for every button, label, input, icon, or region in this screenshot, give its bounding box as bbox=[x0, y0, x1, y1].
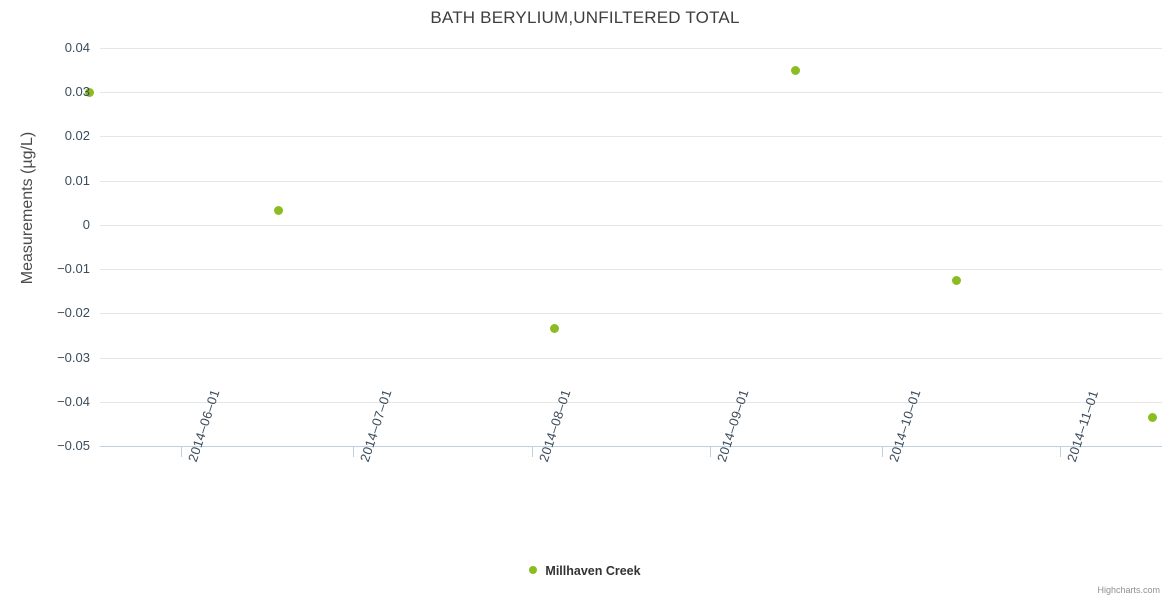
gridline bbox=[100, 357, 1162, 359]
gridline bbox=[100, 313, 1162, 315]
y-axis-tick-label: −0.04 bbox=[57, 393, 90, 409]
data-point-marker[interactable] bbox=[952, 275, 962, 285]
highcharts-credit[interactable]: Highcharts.com bbox=[1097, 585, 1160, 595]
x-axis-tick bbox=[882, 447, 884, 457]
data-point-marker[interactable] bbox=[791, 65, 801, 75]
gridline bbox=[100, 48, 1162, 49]
y-axis-tick-label: 0.03 bbox=[64, 84, 90, 100]
data-point-marker[interactable] bbox=[84, 87, 94, 97]
gridline bbox=[100, 136, 1162, 138]
x-axis-tick bbox=[709, 447, 711, 457]
y-axis-title: Measurements (µg/L) bbox=[19, 131, 36, 285]
x-axis-line bbox=[100, 446, 1162, 447]
gridline bbox=[100, 269, 1162, 271]
x-axis-tick bbox=[531, 447, 533, 457]
data-point-marker[interactable] bbox=[1147, 413, 1157, 423]
legend-marker-icon bbox=[529, 565, 538, 574]
y-axis-tick-label: −0.05 bbox=[57, 438, 90, 453]
chart-legend: Millhaven Creek bbox=[0, 562, 1170, 580]
plot-area bbox=[84, 48, 1162, 447]
gridline bbox=[100, 401, 1162, 403]
y-axis-tick-label: 0.01 bbox=[64, 172, 90, 188]
plot-background bbox=[100, 48, 1162, 446]
y-axis-tick-label: 0 bbox=[82, 216, 90, 232]
gridline bbox=[100, 92, 1162, 94]
y-axis-tick-label: 0.04 bbox=[64, 40, 90, 55]
data-point-marker[interactable] bbox=[550, 323, 560, 333]
legend-item-millhaven-creek[interactable]: Millhaven Creek bbox=[529, 562, 641, 580]
legend-item-label: Millhaven Creek bbox=[545, 563, 641, 578]
gridline bbox=[100, 180, 1162, 182]
y-axis-tick-label: −0.03 bbox=[57, 349, 90, 365]
x-axis-tick bbox=[353, 447, 355, 457]
gridline bbox=[100, 224, 1162, 226]
x-axis-tick bbox=[181, 447, 182, 457]
y-axis-tick-label: −0.02 bbox=[57, 305, 90, 321]
chart-title: BATH BERYLIUM,UNFILTERED TOTAL bbox=[430, 8, 740, 27]
x-axis-tick bbox=[1060, 447, 1062, 457]
y-axis-tick-label: −0.01 bbox=[57, 261, 90, 277]
data-point-marker[interactable] bbox=[274, 205, 284, 215]
y-axis-tick-label: 0.02 bbox=[64, 128, 90, 144]
